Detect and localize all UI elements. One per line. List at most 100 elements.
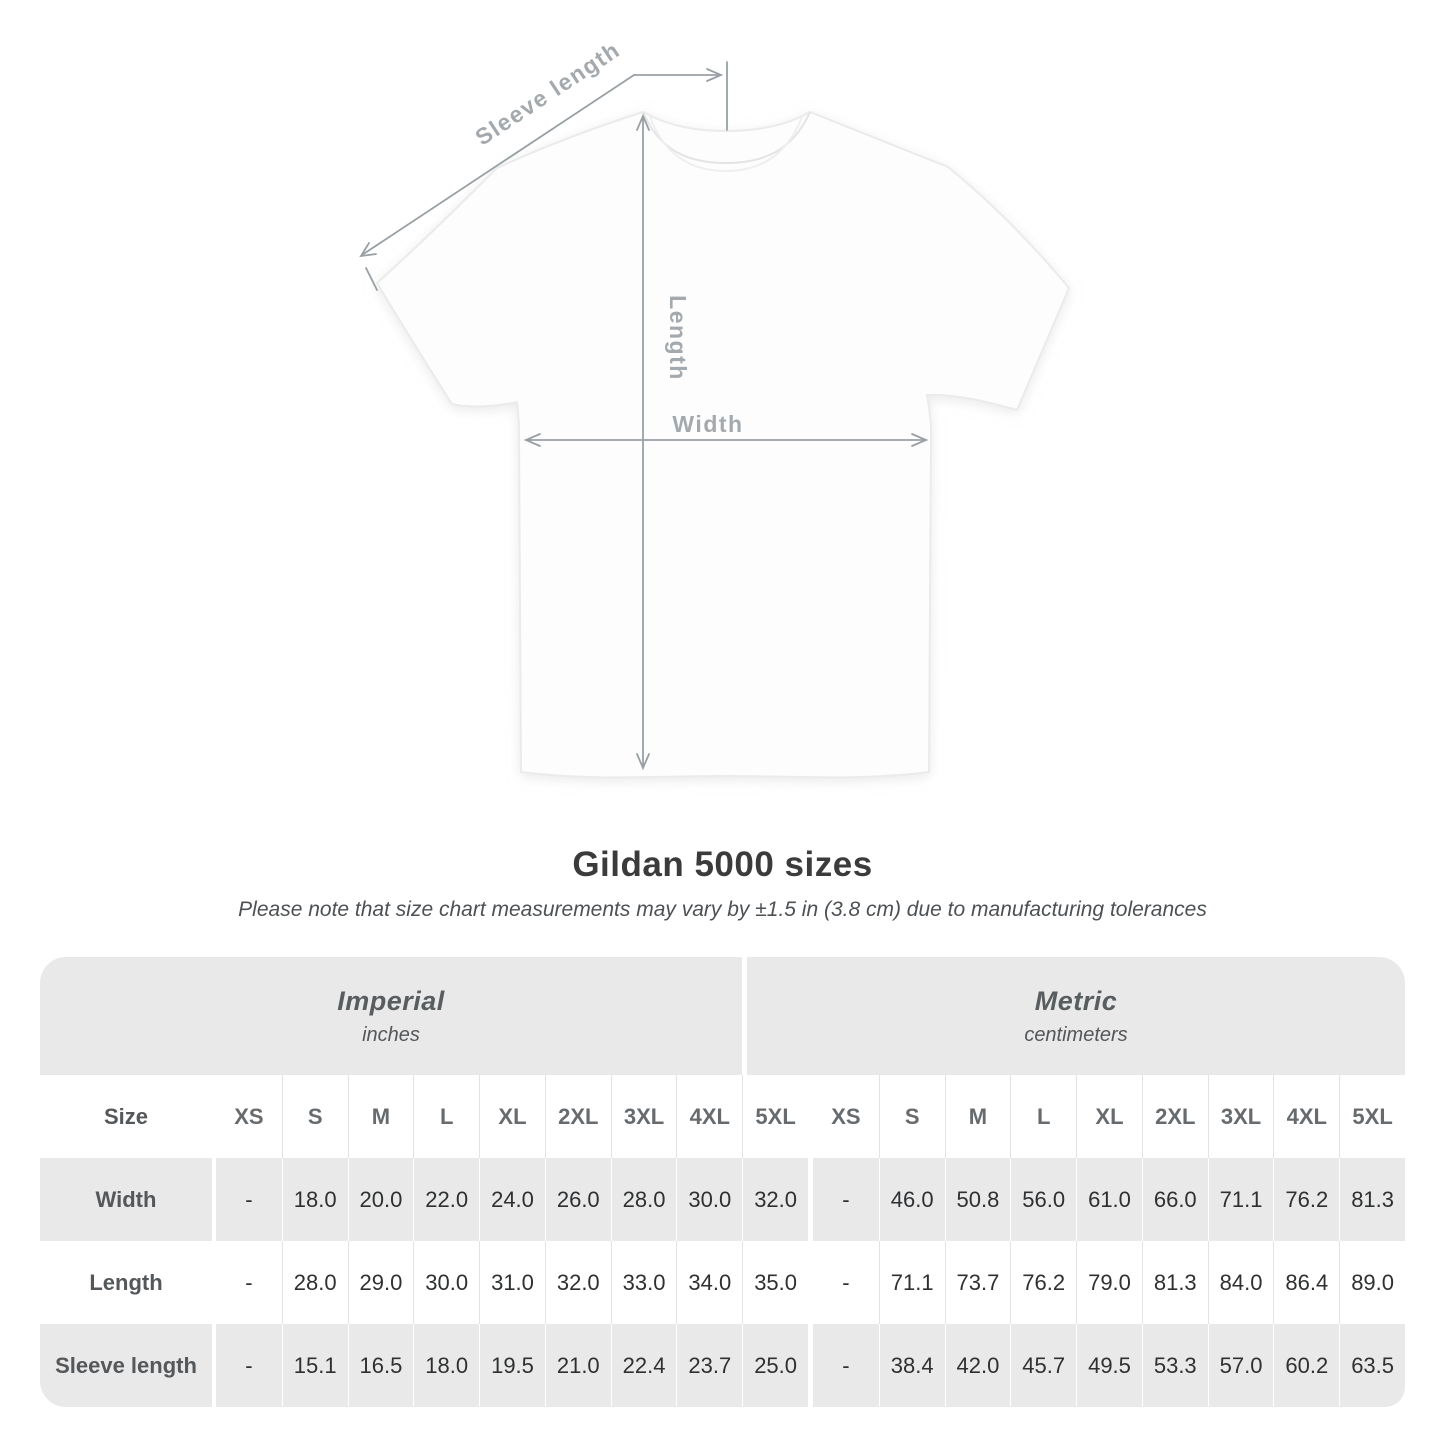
value-cell: 63.5 xyxy=(1339,1324,1405,1407)
size-col-header-metric: XS xyxy=(813,1075,879,1158)
value-cell: 60.2 xyxy=(1273,1324,1340,1407)
arrow-icon xyxy=(911,433,929,447)
value-cell: 23.7 xyxy=(676,1324,743,1407)
table-row-sleeve-length: Sleeve length - 15.1 16.5 18.0 19.5 21.0… xyxy=(40,1324,1405,1407)
size-col-header-metric: S xyxy=(878,1075,945,1158)
size-col-header-metric: 3XL xyxy=(1207,1075,1274,1158)
page-title: Gildan 5000 sizes xyxy=(572,845,873,884)
row-label: Width xyxy=(40,1158,212,1241)
size-col-header-imperial: 5XL xyxy=(742,1075,808,1158)
table-row-length: Length - 28.0 29.0 30.0 31.0 32.0 33.0 3… xyxy=(40,1241,1405,1324)
size-col-header-imperial: M xyxy=(347,1075,414,1158)
size-header-row: Size XS S M L XL 2XL 3XL 4XL 5XL XS S M … xyxy=(40,1075,1405,1158)
value-cell: 73.7 xyxy=(944,1241,1011,1324)
row-label: Length xyxy=(40,1241,212,1324)
section-divider xyxy=(742,957,747,1075)
value-cell: 76.2 xyxy=(1273,1158,1340,1241)
section-gap xyxy=(808,1241,813,1324)
imperial-section-unit: inches xyxy=(362,1023,420,1046)
value-cell: 21.0 xyxy=(544,1324,611,1407)
size-col-header-metric: 4XL xyxy=(1273,1075,1340,1158)
value-cell: 50.8 xyxy=(944,1158,1011,1241)
value-cell: 38.4 xyxy=(878,1324,945,1407)
metric-section-title: Metric xyxy=(1034,985,1118,1016)
value-cell: 71.1 xyxy=(1207,1158,1274,1241)
value-cell: 84.0 xyxy=(1207,1241,1274,1324)
value-cell: 71.1 xyxy=(878,1241,945,1324)
size-col-header-metric: 5XL xyxy=(1339,1075,1405,1158)
section-gap xyxy=(808,1075,813,1158)
size-col-header-metric: M xyxy=(944,1075,1011,1158)
value-cell: - xyxy=(216,1324,282,1407)
imperial-section-title: Imperial xyxy=(337,985,445,1016)
column-gap xyxy=(212,1324,216,1407)
value-cell: - xyxy=(216,1241,282,1324)
tshirt-diagram-svg: Sleeve length Length Width xyxy=(359,36,1071,779)
value-cell: 49.5 xyxy=(1076,1324,1142,1407)
value-cell: 16.5 xyxy=(347,1324,414,1407)
size-col-header-metric: L xyxy=(1010,1075,1077,1158)
value-cell: 46.0 xyxy=(878,1158,945,1241)
value-cell: - xyxy=(813,1324,879,1407)
size-col-header-imperial: L xyxy=(413,1075,480,1158)
value-cell: 30.0 xyxy=(413,1241,480,1324)
arrow-icon xyxy=(359,242,377,258)
value-cell: 30.0 xyxy=(676,1158,743,1241)
size-col-header-metric: XL xyxy=(1076,1075,1142,1158)
arrow-icon xyxy=(523,433,541,447)
size-col-header-imperial: XL xyxy=(479,1075,545,1158)
value-cell: 33.0 xyxy=(610,1241,677,1324)
size-table: Imperial inches Metric centimeters Size … xyxy=(40,957,1405,1407)
table-row-width: Width - 18.0 20.0 22.0 24.0 26.0 28.0 30… xyxy=(40,1158,1405,1241)
arrow-icon xyxy=(636,753,650,771)
value-cell: 22.0 xyxy=(413,1158,480,1241)
unit-section-header: Imperial inches Metric centimeters xyxy=(40,957,1405,1075)
value-cell: 31.0 xyxy=(479,1241,545,1324)
value-cell: 24.0 xyxy=(479,1158,545,1241)
value-cell: 35.0 xyxy=(742,1241,808,1324)
size-col-header-imperial: 3XL xyxy=(610,1075,677,1158)
tshirt-image xyxy=(375,110,1071,779)
value-cell: 25.0 xyxy=(742,1324,808,1407)
column-gap xyxy=(212,1241,216,1324)
size-col-header-metric: 2XL xyxy=(1141,1075,1208,1158)
value-cell: 18.0 xyxy=(413,1324,480,1407)
size-col-header-imperial: 4XL xyxy=(676,1075,743,1158)
value-cell: 18.0 xyxy=(281,1158,348,1241)
value-cell: 42.0 xyxy=(944,1324,1011,1407)
width-label: Width xyxy=(672,411,743,437)
value-cell: 57.0 xyxy=(1207,1324,1274,1407)
value-cell: 20.0 xyxy=(347,1158,414,1241)
section-gap xyxy=(808,1158,813,1241)
value-cell: - xyxy=(813,1158,879,1241)
column-gap xyxy=(212,1075,216,1158)
tshirt-measurement-diagram: Sleeve length Length Width xyxy=(359,36,1071,779)
value-cell: 26.0 xyxy=(544,1158,611,1241)
value-cell: 34.0 xyxy=(676,1241,743,1324)
size-col-header-imperial: 2XL xyxy=(544,1075,611,1158)
length-label: Length xyxy=(665,295,691,381)
value-cell: 29.0 xyxy=(347,1241,414,1324)
size-header-label: Size xyxy=(40,1075,212,1158)
value-cell: 56.0 xyxy=(1010,1158,1077,1241)
imperial-section-header: Imperial inches xyxy=(40,957,742,1075)
value-cell: 32.0 xyxy=(544,1241,611,1324)
size-col-header-imperial: S xyxy=(281,1075,348,1158)
value-cell: 53.3 xyxy=(1141,1324,1208,1407)
value-cell: 81.3 xyxy=(1339,1158,1405,1241)
value-cell: - xyxy=(216,1158,282,1241)
value-cell: - xyxy=(813,1241,879,1324)
value-cell: 86.4 xyxy=(1273,1241,1340,1324)
value-cell: 81.3 xyxy=(1141,1241,1208,1324)
value-cell: 22.4 xyxy=(610,1324,677,1407)
value-cell: 15.1 xyxy=(281,1324,348,1407)
value-cell: 61.0 xyxy=(1076,1158,1142,1241)
value-cell: 32.0 xyxy=(742,1158,808,1241)
value-cell: 76.2 xyxy=(1010,1241,1077,1324)
arrow-icon xyxy=(706,68,724,82)
value-cell: 79.0 xyxy=(1076,1241,1142,1324)
row-label: Sleeve length xyxy=(40,1324,212,1407)
value-cell: 45.7 xyxy=(1010,1324,1077,1407)
tolerance-note: Please note that size chart measurements… xyxy=(238,898,1207,921)
